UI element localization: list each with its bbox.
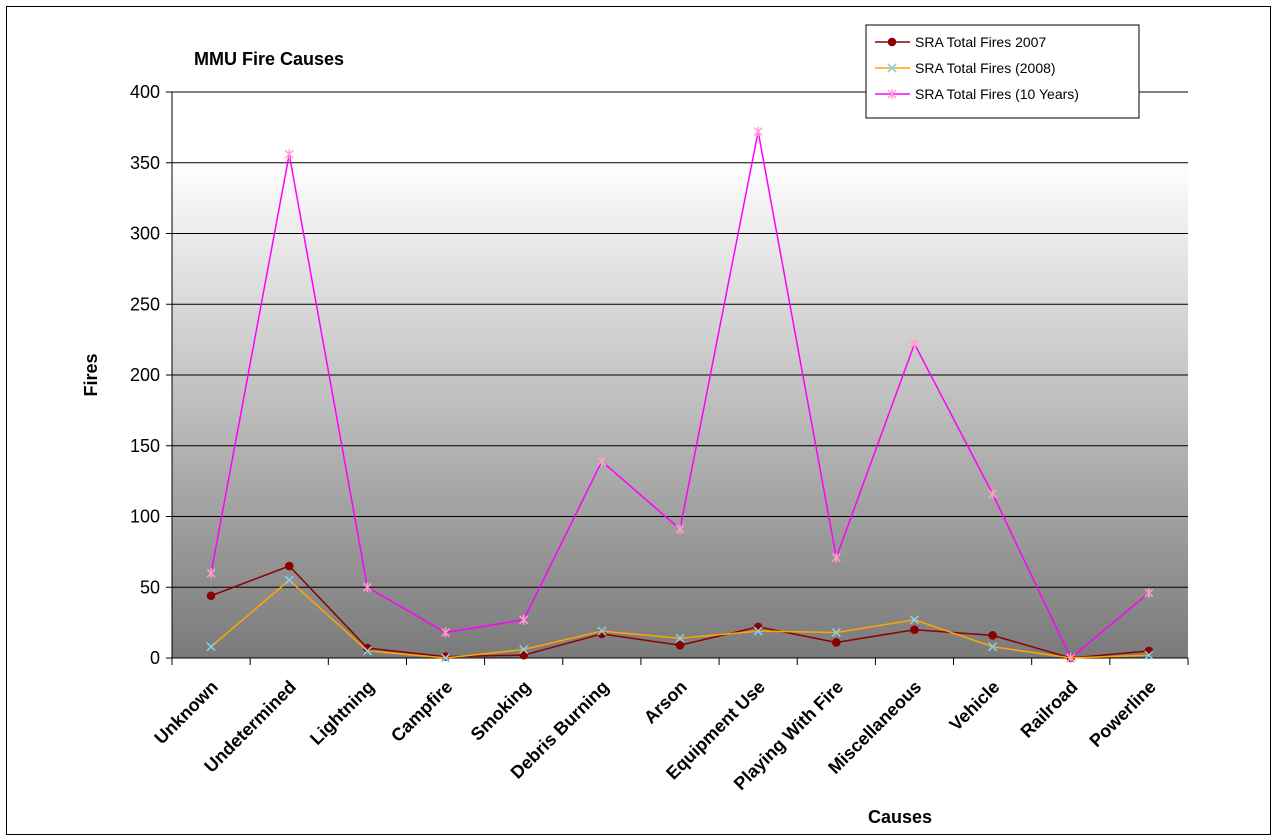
series-marker bbox=[441, 652, 450, 661]
series-marker bbox=[887, 37, 897, 47]
y-tick-label: 250 bbox=[130, 294, 160, 314]
x-tick-label: Smoking bbox=[467, 677, 535, 745]
series-marker bbox=[284, 561, 294, 571]
series-marker bbox=[206, 642, 216, 652]
marker-stroke bbox=[362, 646, 372, 656]
legend-label: SRA Total Fires 2007 bbox=[915, 34, 1046, 50]
series-marker bbox=[441, 627, 451, 638]
series-marker bbox=[1066, 653, 1076, 663]
x-axis-title: Causes bbox=[868, 807, 932, 827]
series-marker bbox=[831, 627, 841, 638]
marker-stroke bbox=[988, 642, 998, 652]
series-marker bbox=[910, 625, 919, 635]
series-marker bbox=[988, 631, 997, 640]
marker-stroke bbox=[831, 627, 841, 638]
marker-stroke bbox=[909, 615, 920, 625]
y-tick-label: 400 bbox=[130, 82, 160, 102]
marker-stroke bbox=[597, 626, 607, 636]
legend-label: SRA Total Fires (10 Years) bbox=[915, 86, 1079, 102]
marker-dot bbox=[284, 561, 294, 571]
series-marker bbox=[206, 568, 216, 579]
marker-stroke bbox=[440, 653, 451, 663]
marker-dot bbox=[206, 591, 216, 601]
series-marker bbox=[753, 626, 763, 636]
series-marker bbox=[909, 338, 919, 349]
series-marker bbox=[519, 614, 529, 625]
series-marker bbox=[909, 615, 920, 625]
series-marker bbox=[597, 626, 607, 636]
series-marker bbox=[362, 646, 372, 656]
marker-stroke bbox=[519, 644, 529, 655]
legend-box bbox=[865, 24, 1140, 119]
marker-dot bbox=[519, 650, 528, 660]
series-layer bbox=[206, 126, 1154, 663]
x-tick-label: Railroad bbox=[1017, 677, 1082, 742]
series-marker bbox=[284, 149, 294, 160]
chart-title: MMU Fire Causes bbox=[194, 49, 344, 69]
series-marker bbox=[753, 126, 763, 137]
x-tick-label: Campfire bbox=[387, 677, 456, 746]
y-axis: 0 50 100 150 200 250 300 350 400 bbox=[130, 82, 173, 668]
x-tick-label: Arson bbox=[640, 677, 691, 728]
marker-dot bbox=[988, 631, 997, 640]
gridlines bbox=[172, 91, 1188, 588]
marker-dot bbox=[910, 625, 919, 635]
series-marker bbox=[206, 591, 216, 601]
y-tick-label: 150 bbox=[130, 436, 160, 456]
series-marker bbox=[597, 456, 607, 467]
y-tick-label: 300 bbox=[130, 224, 160, 244]
series-marker bbox=[831, 552, 841, 563]
series-marker bbox=[887, 89, 897, 99]
series-marker bbox=[284, 575, 294, 585]
marker-dot bbox=[832, 638, 841, 647]
x-tick-label: Unknown bbox=[150, 677, 221, 748]
marker-stroke bbox=[675, 633, 685, 643]
legend: SRA Total Fires 2007 SRA Total Fires (200… bbox=[865, 24, 1140, 119]
y-tick-label: 200 bbox=[130, 365, 160, 385]
y-tick-label: 50 bbox=[140, 577, 160, 597]
marker-dot bbox=[441, 652, 450, 661]
series-marker bbox=[440, 653, 451, 663]
y-tick-label: 0 bbox=[150, 648, 160, 668]
marker-stroke bbox=[887, 63, 897, 73]
series-marker bbox=[675, 633, 685, 643]
y-axis-title: Fires bbox=[81, 353, 101, 396]
y-tick-label: 350 bbox=[130, 153, 160, 173]
legend-label: SRA Total Fires (2008) bbox=[915, 60, 1056, 76]
series-marker bbox=[675, 640, 685, 650]
series-marker bbox=[1144, 650, 1154, 660]
marker-stroke bbox=[284, 575, 294, 585]
marker-dot bbox=[675, 640, 685, 650]
marker-stroke bbox=[1144, 650, 1154, 660]
series-marker bbox=[832, 638, 841, 647]
y-tick-label: 100 bbox=[130, 507, 160, 527]
series-marker bbox=[519, 650, 528, 660]
series-marker bbox=[988, 642, 998, 652]
marker-dot bbox=[887, 37, 897, 47]
x-tick-label: Powerline bbox=[1085, 677, 1159, 751]
marker-stroke bbox=[753, 626, 763, 636]
series-marker bbox=[362, 582, 372, 593]
x-tick-label: Vehicle bbox=[945, 677, 1003, 735]
series-marker bbox=[675, 524, 685, 535]
series-marker bbox=[1144, 587, 1154, 598]
series-marker bbox=[988, 488, 998, 499]
series-marker bbox=[519, 644, 529, 655]
x-tick-label: Lightning bbox=[306, 677, 378, 749]
series-marker bbox=[887, 63, 897, 73]
marker-stroke bbox=[206, 642, 216, 652]
